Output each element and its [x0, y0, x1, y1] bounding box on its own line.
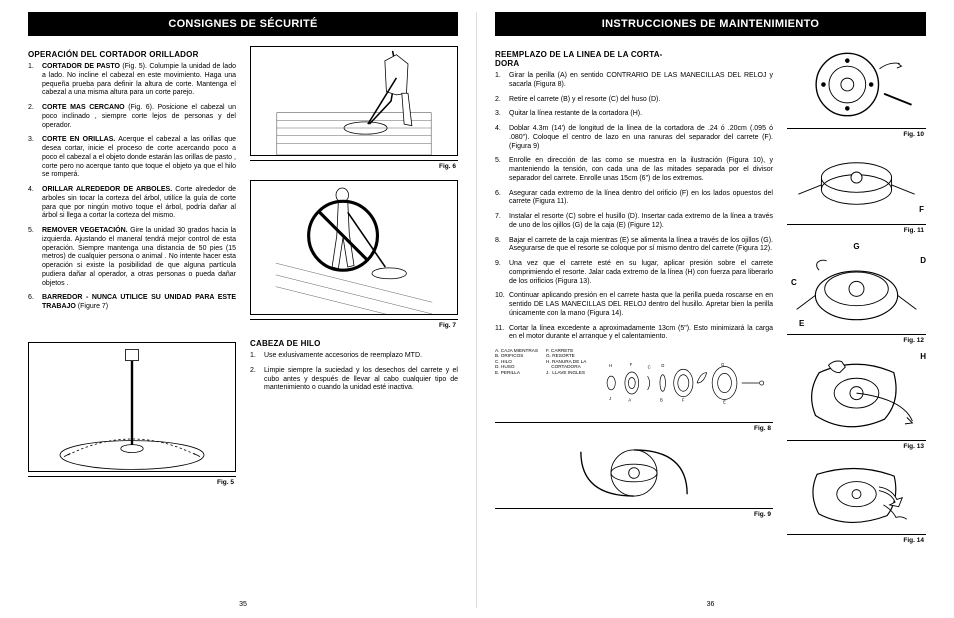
- legend-left: A. CAJA MIENTRAS B. ORIFICOS C. HILO D. …: [495, 348, 538, 375]
- fig12-illustration: G D C E: [787, 244, 926, 330]
- list-item: Retire el carrete (B) y el resorte (C) d…: [495, 96, 773, 105]
- svg-text:B: B: [660, 398, 663, 403]
- spool-slot-icon: [787, 148, 926, 220]
- list-item: Instalar el resorte (C) sobre el husillo…: [495, 213, 773, 231]
- closer-cut-icon: [251, 47, 457, 155]
- cabeza-list: Use exlusivamente accesorios de reemplaz…: [250, 352, 458, 393]
- label-H: H: [920, 352, 926, 361]
- list-item: Continuar aplicando presión en el carret…: [495, 292, 773, 318]
- fig14-illustration: [787, 460, 926, 530]
- list-item: Una vez que el carrete esté en su lugar,…: [495, 260, 773, 286]
- svg-text:G: G: [721, 362, 724, 367]
- label-F: F: [919, 205, 924, 214]
- fig8-illustration: H F C D J A B F G E: [594, 348, 773, 418]
- reemplazo-list: Girar la perilla (A) en sentido CONTRARI…: [495, 72, 773, 342]
- label-G: G: [853, 242, 859, 251]
- list-item: Enrolle en dirección de las como se mues…: [495, 157, 773, 183]
- list-item: ORILLAR ALREDEDOR DE ARBOLES. Corte alre…: [28, 186, 236, 221]
- pull-line-icon: [787, 354, 926, 436]
- right-col-figs: Fig. 10 F Fig. 11: [787, 46, 926, 595]
- list-item: CORTADOR DE PASTO (Fig. 5). Columpie la …: [28, 63, 236, 98]
- svg-text:H: H: [609, 363, 612, 368]
- pagenum-35: 35: [28, 595, 458, 608]
- fig9-caption: Fig. 9: [495, 508, 773, 518]
- heading-reemplazo: REEMPLAZO DE LA LINEA DE LA CORTA- DORA: [495, 50, 773, 68]
- left-col-text: OPERACIÓN DEL CORTADOR ORILLADOR CORTADO…: [28, 46, 236, 595]
- tighten-knob-icon: [787, 460, 926, 530]
- list-item: Quitar la línea restante de la cortadora…: [495, 110, 773, 119]
- right-columns: REEMPLAZO DE LA LINEA DE LA CORTA- DORA …: [495, 46, 926, 595]
- spool-top-icon: [787, 46, 926, 124]
- fig5-illustration: [28, 342, 236, 472]
- left-col-figs: Fig. 6 Fig. 7 CABEZA DE HILO: [250, 46, 458, 595]
- fig5-caption: Fig. 5: [28, 476, 236, 486]
- label-E: E: [799, 319, 804, 328]
- svg-text:A: A: [629, 398, 632, 403]
- fig13-caption: Fig. 13: [787, 440, 926, 450]
- svg-text:F: F: [682, 398, 685, 403]
- fig7-illustration: [250, 180, 458, 315]
- fig11-caption: Fig. 11: [787, 224, 926, 234]
- fig9-illustration: [495, 442, 773, 504]
- list-item: Doblar 4.3m (14') de longitud de la líne…: [495, 125, 773, 151]
- label-D: D: [920, 256, 926, 265]
- heading-operacion: OPERACIÓN DEL CORTADOR ORILLADOR: [28, 50, 236, 59]
- fig6-caption: Fig. 6: [250, 160, 458, 170]
- label-C: C: [791, 278, 797, 287]
- housing-eyelet-icon: [787, 244, 926, 330]
- legend-row: A. CAJA MIENTRAS B. ORIFICOS C. HILO D. …: [495, 348, 773, 418]
- banner-mantenimiento: INSTRUCCIONES DE MAINTENIMIENTO: [495, 12, 926, 36]
- fig6-illustration: [250, 46, 458, 156]
- spool-loop-icon: [554, 442, 714, 504]
- svg-text:F: F: [630, 362, 633, 367]
- list-item: BARREDOR - NUNCA UTILICE SU UNIDAD PARA …: [28, 294, 236, 312]
- svg-text:C: C: [648, 365, 651, 370]
- list-item: Asegurar cada extremo de la línea dentro…: [495, 190, 773, 208]
- list-item: REMOVER VEGETACIÓN. Gire la unidad 30 gr…: [28, 227, 236, 288]
- list-item: Bajar el carrete de la caja mientras (E)…: [495, 237, 773, 255]
- list-item: Cortar la línea excedente a aproximadame…: [495, 325, 773, 343]
- fig12-caption: Fig. 12: [787, 334, 926, 344]
- list-item: Girar la perilla (A) en sentido CONTRARI…: [495, 72, 773, 90]
- fig13-illustration: H: [787, 354, 926, 436]
- fig5-wrap: Fig. 5: [28, 342, 236, 486]
- fig14-caption: Fig. 14: [787, 534, 926, 544]
- trimmer-swing-icon: [29, 343, 235, 471]
- list-item: CORTE MAS CERCANO (Fig. 6). Posicione el…: [28, 104, 236, 130]
- fig10-illustration: [787, 46, 926, 124]
- operacion-list: CORTADOR DE PASTO (Fig. 5). Columpie la …: [28, 63, 236, 312]
- heading-cabeza: CABEZA DE HILO: [250, 339, 458, 348]
- page-36: INSTRUCCIONES DE MAINTENIMIENTO REEMPLAZ…: [477, 12, 944, 608]
- fig7-caption: Fig. 7: [250, 319, 458, 329]
- left-columns: OPERACIÓN DEL CORTADOR ORILLADOR CORTADO…: [28, 46, 458, 595]
- page-35: CONSIGNES DE SÉCURITÉ OPERACIÓN DEL CORT…: [10, 12, 477, 608]
- right-col-text: REEMPLAZO DE LA LINEA DE LA CORTA- DORA …: [495, 46, 773, 595]
- legend-right: F. CARRETE G. RESORTE H. RANURA DE LA CO…: [546, 348, 586, 375]
- fig11-illustration: F: [787, 148, 926, 220]
- list-item: CORTE EN ORILLAS. Acerque el cabezal a l…: [28, 136, 236, 180]
- pagenum-36: 36: [495, 595, 926, 608]
- list-item: Use exlusivamente accesorios de reemplaz…: [250, 352, 458, 361]
- banner-securite: CONSIGNES DE SÉCURITÉ: [28, 12, 458, 36]
- svg-text:J: J: [609, 396, 611, 401]
- do-not-sweep-icon: [251, 181, 457, 314]
- fig8-caption: Fig. 8: [495, 422, 773, 432]
- exploded-head-icon: H F C D J A B F G E: [594, 348, 773, 418]
- svg-text:E: E: [724, 400, 727, 405]
- list-item: Limpie siempre la suciedad y los desecho…: [250, 367, 458, 393]
- svg-text:D: D: [662, 363, 665, 368]
- fig10-caption: Fig. 10: [787, 128, 926, 138]
